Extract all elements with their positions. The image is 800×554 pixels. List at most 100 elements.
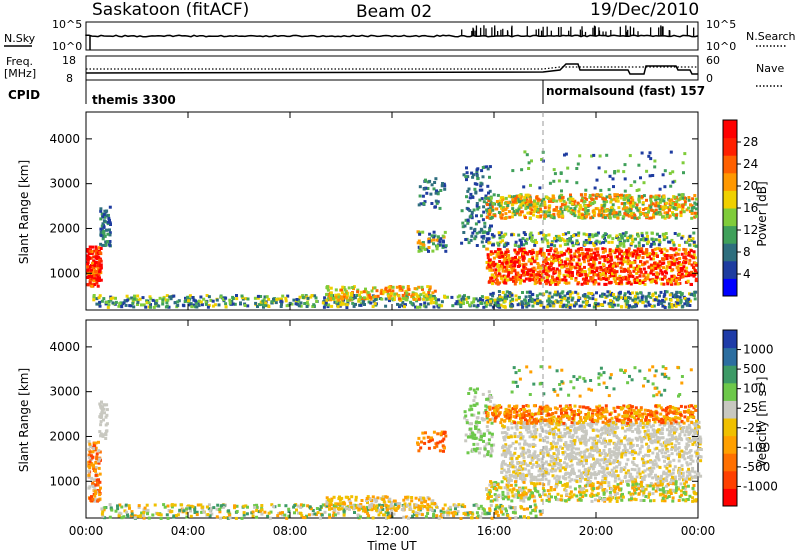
heatmap-cell (427, 291, 431, 295)
heatmap-cell (105, 300, 109, 304)
heatmap-cell (529, 505, 532, 509)
heatmap-cell (463, 410, 467, 414)
heatmap-cell (356, 288, 360, 292)
heatmap-cell (521, 291, 524, 294)
heatmap-cell (608, 216, 612, 220)
heatmap-cell (565, 257, 569, 261)
heatmap-cell (493, 262, 497, 266)
heatmap-cell (441, 234, 445, 238)
heatmap-cell (98, 268, 102, 272)
heatmap-cell (651, 195, 655, 199)
heatmap-cell (94, 245, 98, 249)
heatmap-cell (522, 185, 526, 189)
heatmap-cell (489, 452, 493, 456)
heatmap-cell (509, 299, 513, 303)
heatmap-cell (677, 248, 681, 252)
heatmap-cell (611, 301, 615, 305)
heatmap-cell (464, 512, 468, 516)
heatmap-cell (443, 430, 447, 434)
heatmap-cell (609, 255, 613, 259)
heatmap-cell (613, 279, 617, 283)
heatmap-cell (476, 303, 480, 307)
power-ylabel: Slant Range [km] (17, 160, 31, 264)
heatmap-cell (580, 216, 584, 220)
heatmap-cell (400, 288, 404, 292)
heatmap-cell (678, 290, 682, 294)
heatmap-cell (283, 513, 287, 517)
heatmap-cell (192, 303, 196, 307)
heatmap-cell (684, 252, 688, 255)
heatmap-cell (489, 503, 493, 507)
heatmap-cell (479, 184, 483, 188)
heatmap-cell (528, 461, 532, 465)
heatmap-cell (293, 511, 296, 515)
heatmap-cell (165, 301, 169, 304)
heatmap-cell (465, 195, 468, 199)
heatmap-cell (550, 281, 554, 285)
heatmap-cell (589, 241, 593, 244)
heatmap-cell (303, 302, 307, 305)
heatmap-cell (552, 216, 556, 220)
heatmap-cell (480, 295, 484, 299)
heatmap-cell (547, 266, 551, 270)
heatmap-cell (165, 513, 169, 517)
heatmap-cell (583, 193, 587, 196)
heatmap-cell (97, 440, 100, 444)
heatmap-cell (563, 252, 567, 256)
heatmap-cell (476, 177, 480, 181)
heatmap-cell (474, 391, 478, 395)
heatmap-cell (620, 236, 624, 240)
heatmap-cell (519, 193, 523, 197)
heatmap-cell (631, 211, 635, 215)
heatmap-cell (611, 249, 615, 253)
heatmap-cell (601, 197, 605, 201)
heatmap-cell (208, 509, 212, 513)
heatmap-cell (504, 212, 508, 216)
heatmap-cell (98, 472, 102, 476)
heatmap-cell (570, 257, 574, 261)
heatmap-cell (101, 434, 105, 438)
heatmap-cell (346, 301, 350, 305)
heatmap-cell (536, 276, 540, 280)
heatmap-cell (589, 258, 593, 261)
heatmap-cell (573, 199, 577, 203)
heatmap-cell (496, 304, 500, 308)
heatmap-cell (501, 209, 505, 213)
heatmap-cell (328, 296, 332, 300)
heatmap-cell (390, 500, 394, 504)
heatmap-cell (624, 305, 628, 309)
heatmap-cell (497, 269, 501, 272)
heatmap-cell (579, 205, 583, 209)
heatmap-cell (542, 270, 546, 274)
heatmap-cell (531, 509, 535, 512)
heatmap-cell (682, 171, 685, 175)
heatmap-cell (430, 502, 434, 506)
heatmap-cell (539, 250, 542, 254)
heatmap-cell (476, 442, 480, 446)
heatmap-cell (187, 504, 191, 508)
heatmap-cell (487, 512, 491, 516)
heatmap-cell (295, 300, 298, 304)
heatmap-cell (415, 294, 419, 298)
heatmap-cell (658, 212, 662, 216)
heatmap-cell (524, 193, 528, 197)
heatmap-cell (626, 420, 630, 424)
heatmap-cell (515, 260, 519, 264)
heatmap-cell (334, 288, 338, 292)
heatmap-cell (279, 305, 283, 308)
heatmap-cell (687, 297, 691, 301)
heatmap-cell (414, 305, 418, 309)
heatmap-cell (539, 231, 543, 235)
heatmap-cell (499, 240, 503, 244)
heatmap-cell (530, 297, 534, 301)
heatmap-cell (665, 257, 669, 261)
heatmap-cell (517, 295, 521, 299)
heatmap-cell (401, 285, 405, 289)
heatmap-cell (406, 495, 410, 499)
heatmap-cell (188, 294, 192, 298)
heatmap-cell (350, 298, 354, 301)
heatmap-cell (506, 514, 510, 517)
heatmap-cell (654, 198, 658, 202)
heatmap-cell (191, 505, 195, 509)
heatmap-cell (698, 442, 702, 446)
